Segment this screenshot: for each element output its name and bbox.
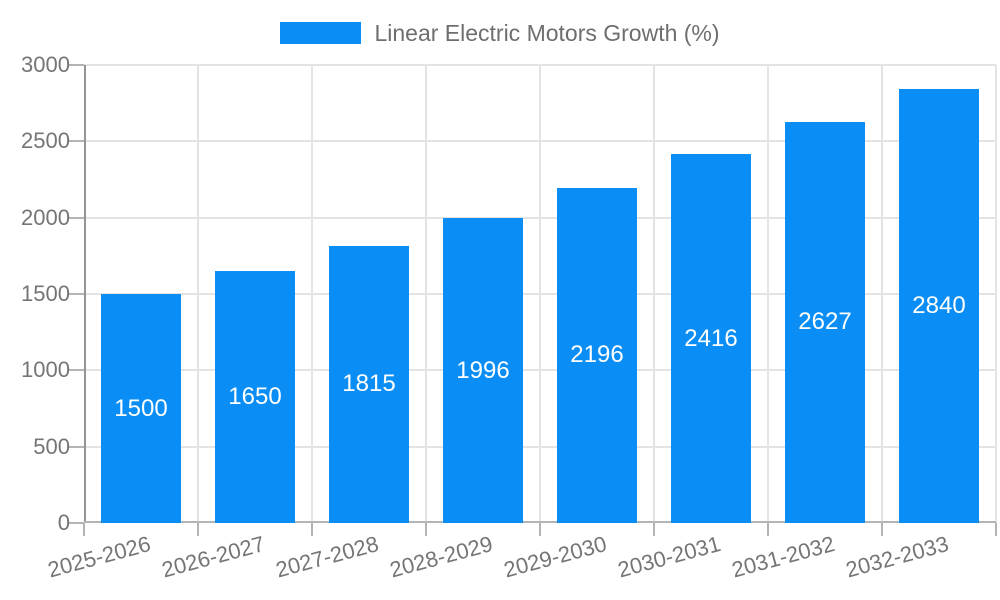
y-tick-mark — [68, 64, 84, 66]
bar — [899, 89, 979, 523]
x-tick-mark — [83, 523, 85, 536]
bar-value-label: 1500 — [114, 394, 168, 422]
y-tick-mark — [68, 369, 84, 372]
legend-swatch — [280, 22, 362, 44]
bar-value-label: 2840 — [912, 292, 966, 320]
legend-item[interactable]: Linear Electric Motors Growth (%) — [0, 20, 1000, 46]
bar-value-label: 1815 — [342, 370, 396, 398]
y-tick-label: 2000 — [21, 204, 70, 230]
y-tick-label: 500 — [33, 433, 70, 459]
y-tick-mark — [68, 140, 84, 143]
y-axis-line — [84, 65, 86, 523]
y-tick-mark — [68, 445, 84, 448]
v-gridline — [425, 65, 427, 523]
x-tick-mark — [197, 523, 199, 536]
v-gridline — [653, 65, 655, 523]
x-tick-mark — [995, 523, 997, 536]
x-axis-line — [84, 521, 996, 523]
legend-label: Linear Electric Motors Growth (%) — [374, 20, 720, 46]
y-tick-label: 2500 — [21, 128, 70, 154]
bar — [443, 218, 523, 523]
y-tick-label: 3000 — [21, 52, 70, 77]
x-tick-mark — [881, 523, 883, 536]
x-tick-mark — [767, 523, 769, 536]
y-tick-mark — [68, 293, 84, 295]
v-gridline — [197, 65, 199, 523]
bar — [215, 271, 295, 523]
x-tick-mark — [653, 523, 655, 536]
bar-value-label: 2416 — [684, 324, 738, 352]
x-tick-mark — [539, 523, 541, 536]
plot-area: 1500 1650 1815 1996 2196 2416 2627 2840 — [68, 64, 997, 536]
y-tick-label: 1500 — [21, 281, 70, 306]
v-gridline — [539, 65, 541, 523]
v-gridline — [881, 65, 883, 523]
bar-value-label: 1996 — [456, 356, 510, 384]
bar-value-label: 2196 — [570, 341, 624, 369]
v-gridline — [311, 65, 313, 523]
v-gridline — [767, 65, 769, 523]
bar — [101, 294, 181, 523]
bar-value-label: 1650 — [228, 383, 282, 411]
y-tick-label: 0 — [57, 510, 70, 535]
y-tick-label: 1000 — [21, 357, 70, 383]
bar-value-label: 2627 — [798, 308, 852, 336]
x-tick-mark — [425, 523, 427, 536]
bar — [671, 154, 751, 523]
bar — [329, 245, 409, 523]
y-tick-mark — [68, 216, 84, 219]
v-gridline — [995, 65, 997, 523]
bar — [785, 121, 865, 523]
bar — [557, 187, 637, 523]
x-tick-mark — [311, 523, 313, 536]
y-tick-mark — [68, 522, 84, 524]
